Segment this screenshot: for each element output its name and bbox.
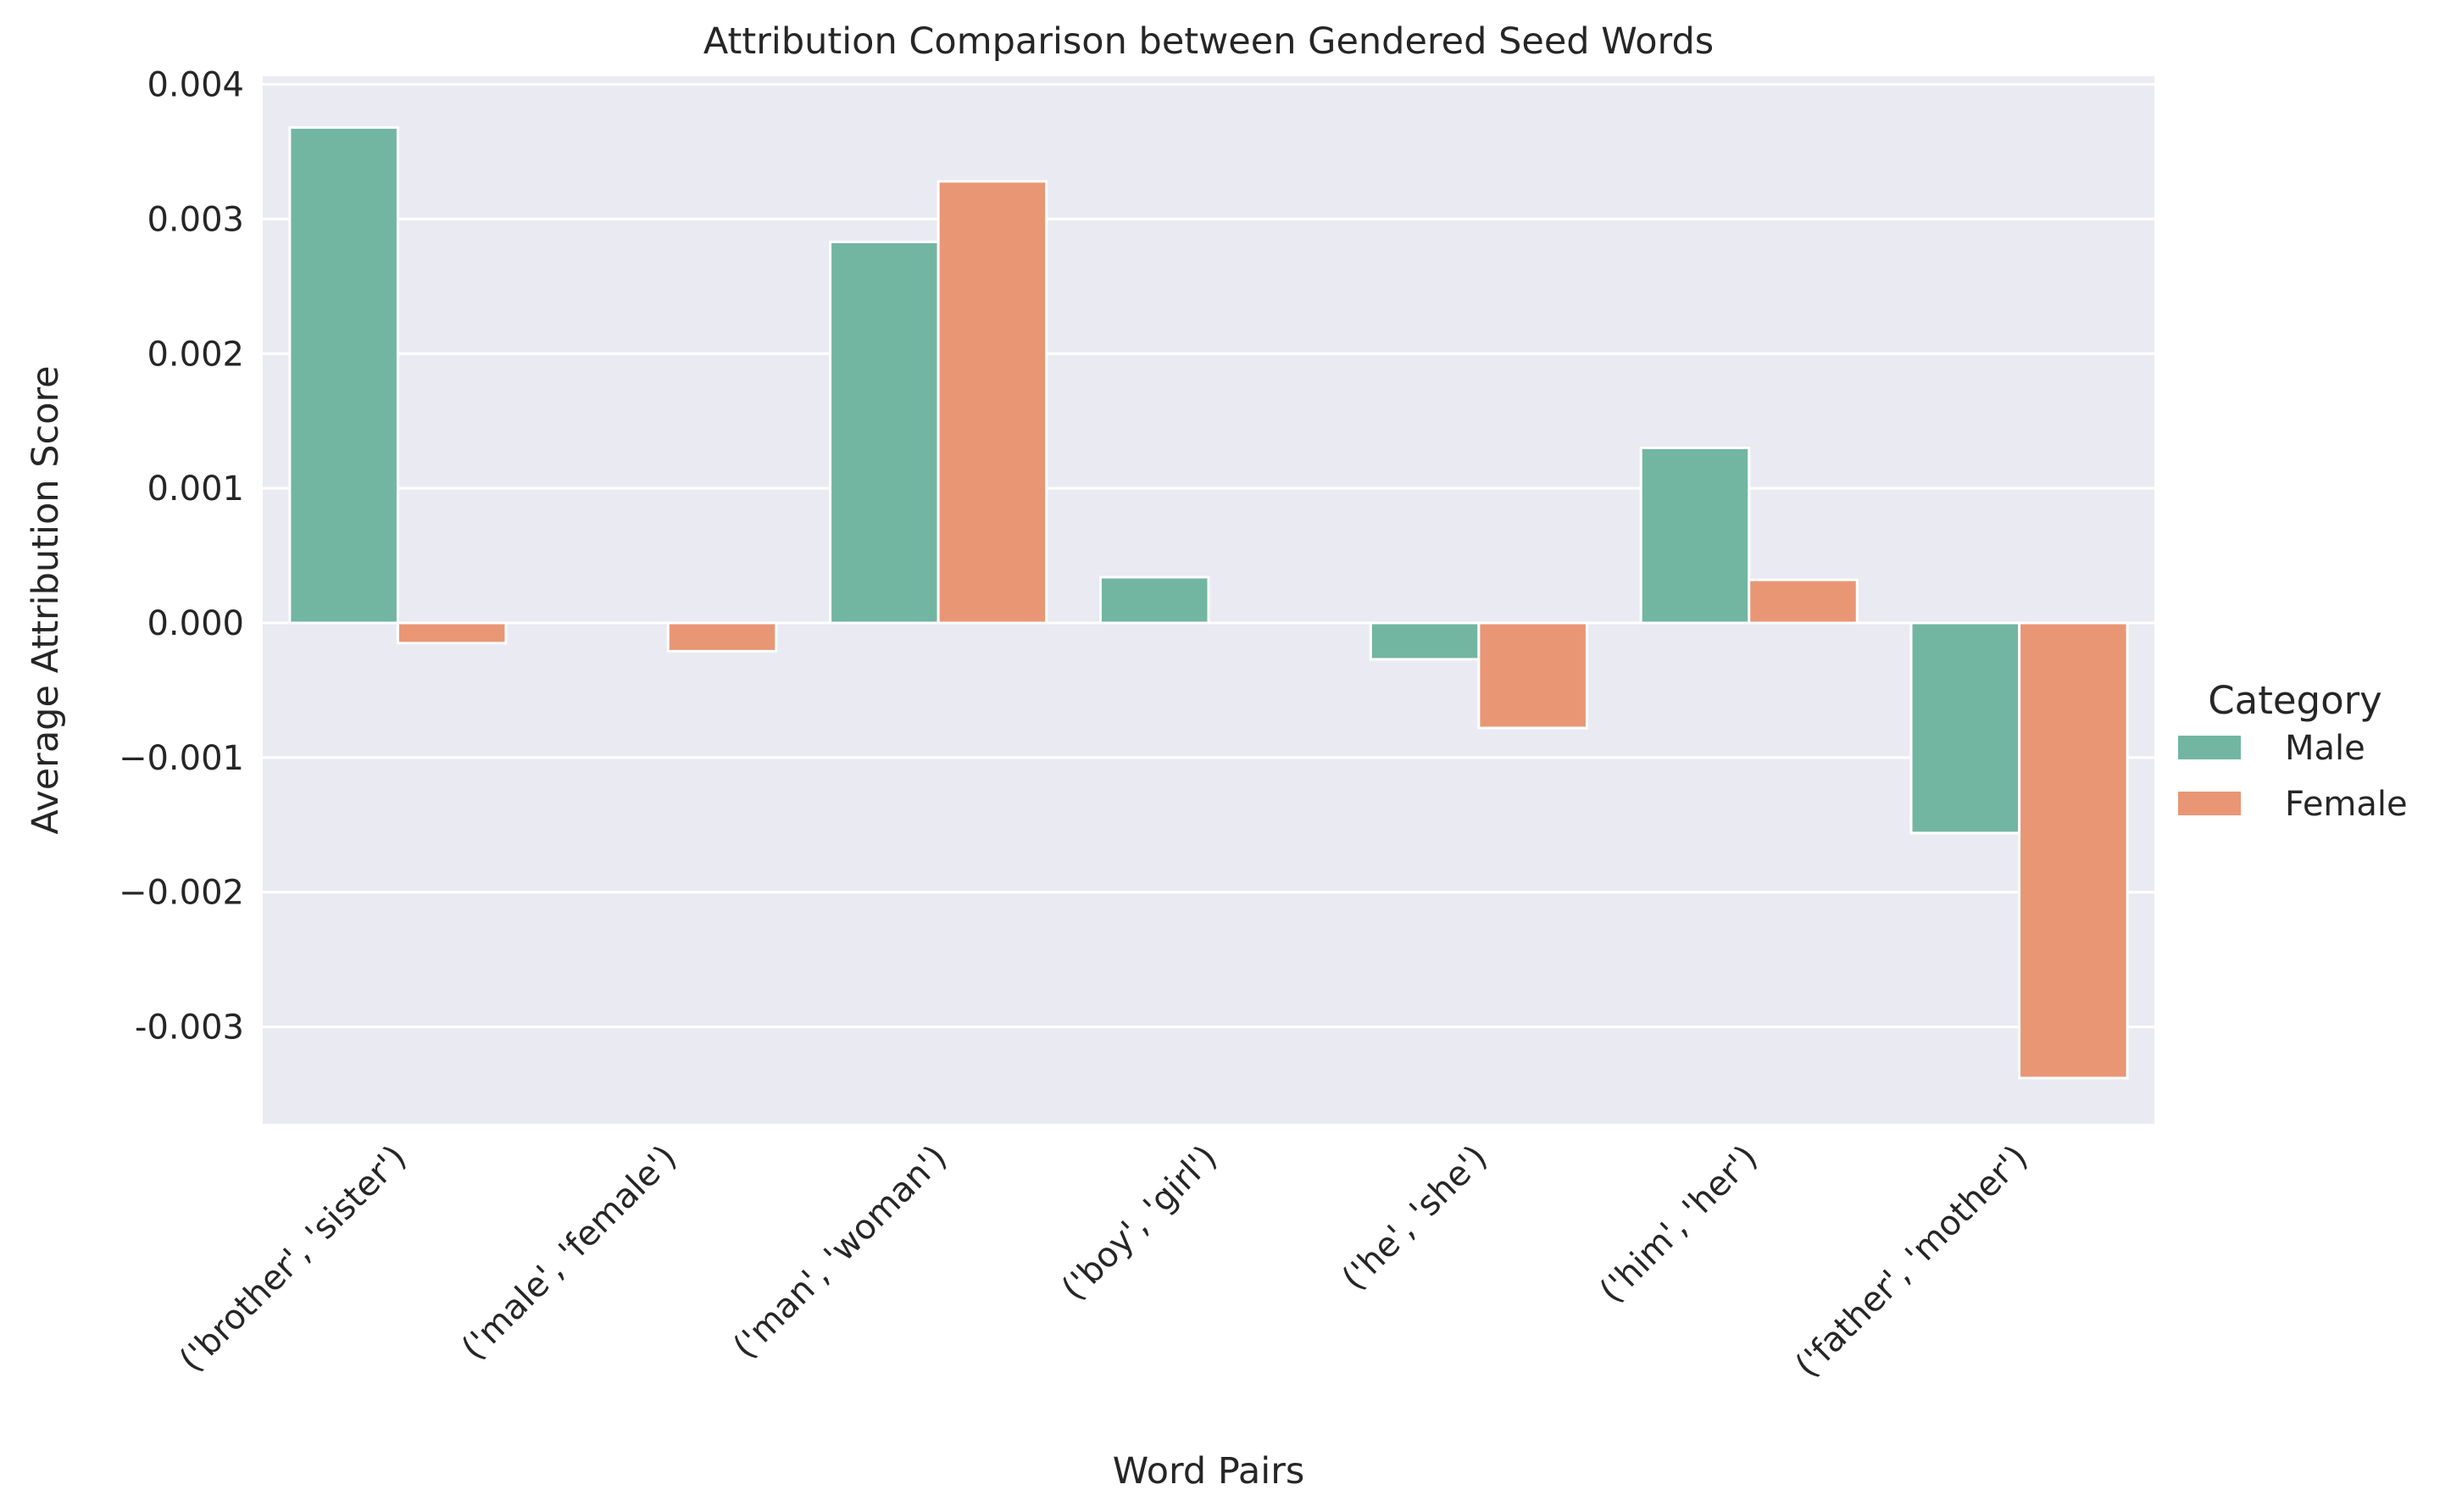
bar-male [1909, 621, 2021, 835]
y-tick-labels: 0.004 0.003 0.002 0.001 0.000 −0.001 −0.002 -0.… [119, 66, 244, 1048]
bar-female [2018, 621, 2129, 1080]
y-tick-label: 0.000 [147, 604, 244, 643]
bar-male [1369, 621, 1481, 661]
legend-label-female: Female [2285, 785, 2408, 824]
bar-male [288, 125, 399, 625]
y-tick-label: −0.002 [119, 874, 244, 913]
y-tick-label: 0.002 [147, 335, 244, 374]
x-tick-label: ('brother', 'sister') [172, 1138, 414, 1380]
x-tick-label: ('male', 'female') [454, 1138, 684, 1368]
bar-male [1098, 575, 1210, 625]
bars [288, 125, 2129, 1080]
bar-female [666, 621, 778, 653]
x-tick-label: ('father', 'mother') [1788, 1138, 2036, 1386]
bar-female [396, 621, 508, 645]
bar-female [1477, 621, 1588, 730]
chart-title: Attribution Comparison between Gendered … [703, 20, 1714, 63]
y-tick-label: -0.003 [135, 1009, 244, 1048]
x-tick-label: ('he', 'she') [1335, 1138, 1495, 1298]
y-tick-label: −0.001 [119, 739, 244, 778]
legend: Category Male Female [2178, 678, 2408, 824]
y-tick-label: 0.003 [147, 200, 244, 239]
x-axis-label: Word Pairs [1113, 1450, 1305, 1493]
legend-swatch-female [2178, 792, 2241, 815]
y-axis-label: Average Attribution Score [25, 365, 67, 834]
legend-swatch-male [2178, 736, 2241, 759]
legend-label-male: Male [2285, 729, 2365, 768]
x-tick-label: ('man', 'woman') [725, 1138, 954, 1367]
x-tick-label: ('him', 'her') [1592, 1138, 1765, 1311]
y-tick-label: 0.001 [147, 470, 244, 509]
y-tick-label: 0.004 [147, 66, 244, 105]
x-tick-labels: ('brother', 'sister') ('male', 'female')(… [172, 1138, 2036, 1386]
gridlines [263, 83, 2154, 1029]
bar-female [936, 180, 1048, 625]
legend-title: Category [2208, 678, 2382, 723]
bar-male [1639, 446, 1751, 625]
bar-male [829, 240, 940, 625]
x-tick-label: ('boy', 'girl') [1054, 1138, 1225, 1309]
bar-female [1748, 578, 1859, 625]
